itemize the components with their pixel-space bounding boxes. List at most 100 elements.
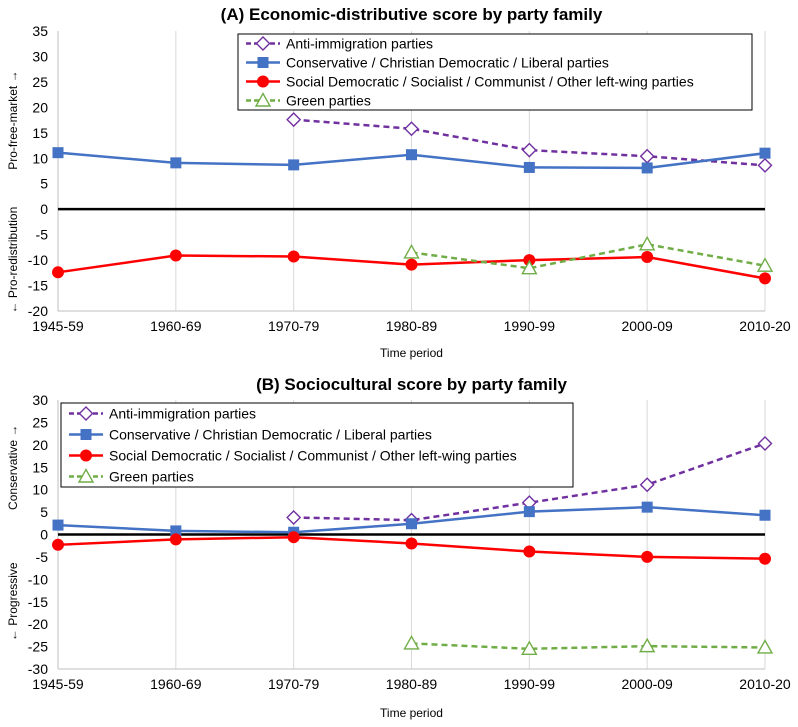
legend-label: Green parties bbox=[109, 469, 194, 485]
legend-swatch-marker bbox=[255, 36, 271, 51]
chart-title: (B) Sociocultural score by party family bbox=[256, 375, 567, 394]
chart-panel-a: (A) Economic-distributive score by party… bbox=[6, 5, 791, 360]
data-point bbox=[169, 249, 182, 262]
data-point bbox=[406, 518, 417, 530]
y-tick-label: -30 bbox=[28, 661, 48, 677]
y-tick-label: 25 bbox=[32, 414, 48, 430]
y-tick-label: -20 bbox=[28, 616, 48, 632]
data-point bbox=[756, 639, 774, 654]
chart-panel-b: (B) Sociocultural score by party family -… bbox=[6, 375, 791, 720]
legend-swatch-marker bbox=[80, 429, 92, 440]
x-tick-label: 1945-59 bbox=[32, 318, 84, 334]
series-2 bbox=[52, 531, 771, 565]
y-tick-label: -15 bbox=[28, 594, 48, 610]
legend-label: Conservative / Christian Democratic / Li… bbox=[286, 55, 609, 71]
y-axis-label-top: Pro-free-market → bbox=[6, 70, 20, 169]
data-point bbox=[286, 509, 302, 525]
data-point bbox=[523, 506, 535, 518]
series-line bbox=[411, 642, 766, 651]
x-axis-label: Time period bbox=[380, 706, 443, 720]
series-line bbox=[411, 243, 766, 270]
legend: Anti-immigration parties Conservative / C… bbox=[60, 402, 574, 488]
y-tick-label: -10 bbox=[28, 571, 48, 587]
data-point bbox=[757, 157, 773, 173]
x-tick-label: 1970-79 bbox=[268, 318, 320, 334]
data-point bbox=[405, 537, 418, 550]
y-tick-label: -5 bbox=[36, 549, 49, 565]
legend-swatch-marker bbox=[257, 57, 269, 68]
x-tick-label: 2000-09 bbox=[621, 318, 673, 334]
legend-swatch-marker bbox=[80, 449, 92, 462]
data-point bbox=[639, 477, 655, 493]
x-tick-label: 1960-69 bbox=[150, 318, 202, 334]
y-tick-label: 30 bbox=[32, 392, 48, 408]
legend-label: Anti-immigration parties bbox=[286, 36, 433, 52]
y-tick-label: -15 bbox=[28, 278, 48, 294]
data-point bbox=[403, 635, 420, 650]
data-point bbox=[759, 272, 771, 285]
legend: Anti-immigration parties Conservative / C… bbox=[237, 33, 753, 111]
y-tick-label: -10 bbox=[28, 252, 48, 268]
data-point bbox=[639, 148, 655, 164]
y-tick-label: -25 bbox=[28, 639, 48, 655]
legend-swatch-marker bbox=[254, 92, 272, 107]
y-tick-label: 30 bbox=[32, 48, 48, 64]
legend-box bbox=[237, 33, 753, 111]
y-tick-label: 35 bbox=[32, 23, 48, 39]
x-tick-label: 1980-89 bbox=[386, 676, 438, 692]
legend-swatch-marker bbox=[257, 75, 269, 88]
data-point bbox=[404, 121, 419, 137]
y-tick-label: 25 bbox=[32, 74, 48, 90]
y-tick-label: 15 bbox=[32, 125, 48, 141]
data-point bbox=[286, 112, 302, 128]
y-axis-label-bottom: ← Pro-redistribution bbox=[6, 207, 20, 314]
data-point bbox=[523, 161, 535, 173]
y-tick-label: 20 bbox=[32, 437, 48, 453]
data-point bbox=[170, 525, 182, 537]
y-tick-label: -20 bbox=[28, 303, 48, 319]
legend-swatch-marker bbox=[78, 406, 94, 421]
legend-label: Social Democratic / Socialist / Communis… bbox=[286, 74, 694, 90]
data-point bbox=[641, 251, 654, 264]
chart-title: (A) Economic-distributive score by party… bbox=[221, 5, 603, 24]
x-tick-label: 1990-99 bbox=[504, 318, 556, 334]
data-point bbox=[759, 552, 771, 565]
series-3 bbox=[403, 635, 774, 656]
y-tick-label: 5 bbox=[40, 504, 48, 520]
y-tick-label: 0 bbox=[40, 201, 48, 217]
series-1 bbox=[52, 147, 771, 174]
data-point bbox=[757, 435, 773, 451]
x-tick-label: 1990-99 bbox=[504, 676, 556, 692]
y-tick-label: -5 bbox=[36, 227, 49, 243]
y-axis-label-bottom: ← Progressive bbox=[6, 562, 20, 641]
x-tick-label: 2000-09 bbox=[621, 676, 673, 692]
x-tick-label: 1970-79 bbox=[268, 676, 320, 692]
y-tick-label: 0 bbox=[40, 527, 48, 543]
y-tick-label: 20 bbox=[32, 99, 48, 115]
data-point bbox=[523, 545, 536, 558]
series-2 bbox=[52, 249, 771, 285]
data-point bbox=[521, 640, 538, 656]
data-point bbox=[52, 147, 64, 159]
data-point bbox=[756, 257, 774, 272]
data-point bbox=[641, 501, 653, 513]
legend-label: Conservative / Christian Democratic / Li… bbox=[109, 427, 432, 443]
data-point bbox=[641, 162, 653, 174]
data-point bbox=[52, 266, 64, 279]
data-point bbox=[638, 637, 656, 653]
x-tick-label: 2010-20 bbox=[739, 676, 791, 692]
data-point bbox=[287, 250, 300, 263]
data-point bbox=[759, 509, 771, 521]
data-point bbox=[170, 157, 182, 169]
x-tick-label: 1960-69 bbox=[150, 676, 202, 692]
x-tick-label: 1980-89 bbox=[386, 318, 438, 334]
data-point bbox=[287, 531, 300, 544]
legend-label: Green parties bbox=[286, 93, 371, 109]
legend-label: Anti-immigration parties bbox=[109, 406, 256, 422]
data-point bbox=[641, 550, 654, 563]
y-tick-label: 10 bbox=[32, 482, 48, 498]
x-tick-label: 1945-59 bbox=[32, 676, 84, 692]
series-3 bbox=[403, 235, 774, 275]
